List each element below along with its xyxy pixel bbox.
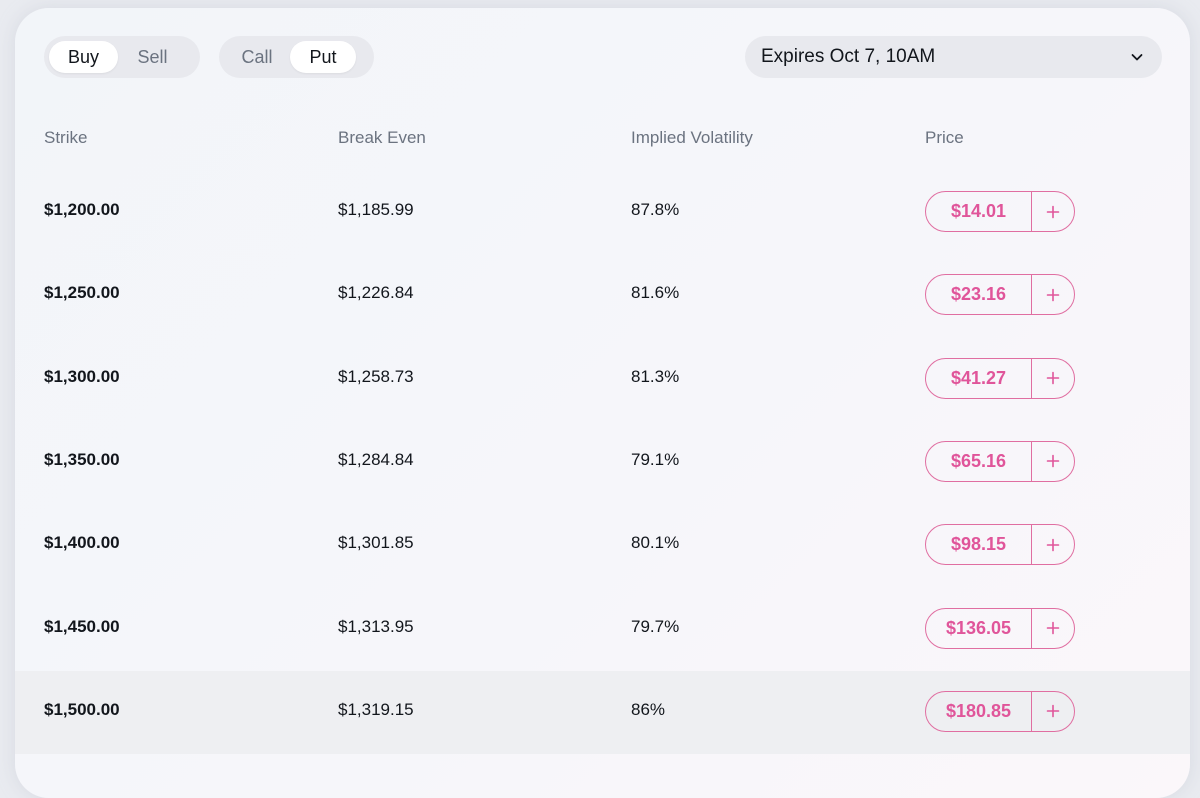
strike-cell: $1,350.00	[44, 449, 120, 469]
strike-cell: $1,300.00	[44, 366, 120, 386]
add-to-order-button[interactable]	[1032, 609, 1074, 648]
buy-toggle-option[interactable]: Buy	[49, 41, 118, 73]
add-to-order-button[interactable]	[1032, 359, 1074, 398]
plus-icon	[1046, 454, 1060, 468]
expiry-label: Expires Oct 7, 10AM	[761, 46, 936, 67]
break-even-cell: $1,284.84	[338, 449, 414, 469]
strike-cell: $1,250.00	[44, 283, 120, 303]
price-button-group: $14.01	[925, 191, 1075, 232]
call-put-toggle: Call Put	[219, 36, 374, 78]
implied-volatility-cell: 80.1%	[631, 533, 680, 553]
break-even-cell: $1,313.95	[338, 616, 414, 636]
add-to-order-button[interactable]	[1032, 192, 1074, 231]
implied-volatility-cell: 79.7%	[631, 616, 680, 636]
price-button[interactable]: $41.27	[926, 358, 1032, 398]
price-button[interactable]: $136.05	[926, 608, 1032, 648]
add-to-order-button[interactable]	[1032, 525, 1074, 564]
break-even-cell: $1,226.84	[338, 283, 414, 303]
price-button-group: $136.05	[925, 607, 1075, 649]
implied-volatility-cell: 86%	[631, 699, 666, 719]
price-button[interactable]: $14.01	[926, 192, 1032, 231]
strike-cell: $1,200.00	[44, 200, 120, 219]
price-button-group: $41.27	[925, 357, 1075, 399]
strike-header: Strike	[44, 128, 88, 147]
buy-sell-toggle: Buy Sell	[44, 36, 200, 78]
put-toggle-option[interactable]: Put	[290, 41, 356, 73]
strike-cell: $1,450.00	[44, 616, 120, 636]
add-to-order-button[interactable]	[1032, 692, 1074, 731]
price-header: Price	[925, 128, 964, 147]
expiry-dropdown[interactable]: Expires Oct 7, 10AM	[745, 36, 1162, 78]
plus-icon	[1046, 621, 1060, 635]
break-even-cell: $1,185.99	[338, 200, 414, 219]
add-to-order-button[interactable]	[1032, 442, 1074, 481]
strike-cell: $1,500.00	[44, 699, 120, 719]
break-even-cell: $1,301.85	[338, 533, 414, 553]
price-button-group: $180.85	[925, 690, 1075, 732]
plus-icon	[1046, 205, 1060, 219]
table-row[interactable]: $1,500.00 $1,319.15 86% $180.85	[15, 670, 1190, 754]
implied-volatility-cell: 87.8%	[631, 200, 680, 219]
sell-toggle-option[interactable]: Sell	[137, 46, 168, 67]
table-row[interactable]: $1,200.00 $1,185.99 87.8% $14.01	[15, 171, 1190, 254]
chevron-down-icon	[1130, 50, 1144, 64]
price-button-group: $23.16	[925, 274, 1075, 316]
price-button[interactable]: $180.85	[926, 691, 1032, 731]
price-button[interactable]: $65.16	[926, 441, 1032, 481]
plus-icon	[1046, 371, 1060, 385]
price-button-group: $65.16	[925, 440, 1075, 482]
implied-volatility-cell: 81.3%	[631, 366, 680, 386]
add-to-order-button[interactable]	[1032, 275, 1074, 314]
table-header: Strike Break Even Implied Volatility Pri…	[15, 128, 1190, 152]
table-row[interactable]: $1,350.00 $1,284.84 79.1% $65.16	[15, 421, 1190, 504]
break-even-cell: $1,319.15	[338, 699, 414, 719]
implied-volatility-cell: 79.1%	[631, 449, 680, 469]
implied-volatility-header: Implied Volatility	[631, 128, 753, 147]
table-row[interactable]: $1,300.00 $1,258.73 81.3% $41.27	[15, 338, 1190, 421]
table-row[interactable]: $1,250.00 $1,226.84 81.6% $23.16	[15, 254, 1190, 337]
plus-icon	[1046, 538, 1060, 552]
plus-icon	[1046, 704, 1060, 718]
price-button[interactable]: $98.15	[926, 525, 1032, 565]
break-even-cell: $1,258.73	[338, 366, 414, 386]
break-even-header: Break Even	[338, 128, 426, 147]
options-chain-panel: Buy Sell Call Put Expires Oct 7, 10AM St…	[15, 8, 1190, 798]
price-button[interactable]: $23.16	[926, 275, 1032, 315]
call-toggle-option[interactable]: Call	[241, 46, 273, 67]
plus-icon	[1046, 288, 1060, 302]
table-row[interactable]: $1,450.00 $1,313.95 79.7% $136.05	[15, 588, 1190, 671]
implied-volatility-cell: 81.6%	[631, 283, 680, 303]
strike-cell: $1,400.00	[44, 533, 120, 553]
table-row[interactable]: $1,400.00 $1,301.85 80.1% $98.15	[15, 504, 1190, 587]
price-button-group: $98.15	[925, 524, 1075, 566]
